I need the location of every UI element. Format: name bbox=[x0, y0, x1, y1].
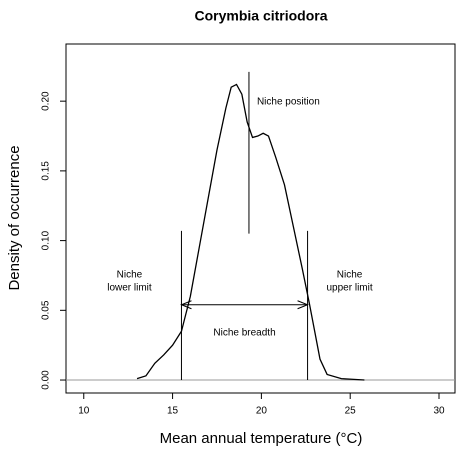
y-tick-label: 0.15 bbox=[41, 161, 52, 181]
x-tick-label: 10 bbox=[78, 406, 90, 417]
plot-frame bbox=[65, 43, 456, 394]
arrow-head bbox=[180, 300, 192, 310]
y-axis-label: Density of occurrence bbox=[6, 145, 23, 290]
x-tick-label: 30 bbox=[433, 406, 445, 417]
chart-title: Corymbia citriodora bbox=[194, 8, 327, 24]
niche-lower-limit-label: lower limit bbox=[107, 282, 152, 293]
x-tick-label: 20 bbox=[256, 406, 268, 417]
x-axis-label: Mean annual temperature (°C) bbox=[160, 430, 363, 447]
niche-lower-limit-label: Niche bbox=[117, 269, 143, 280]
niche-position-label: Niche position bbox=[257, 97, 320, 108]
arrow-head bbox=[297, 300, 309, 310]
y-tick-label: 0.10 bbox=[41, 230, 52, 250]
y-tick-label: 0.00 bbox=[41, 370, 52, 390]
niche-breadth-label: Niche breadth bbox=[213, 327, 275, 338]
y-tick-label: 0.20 bbox=[41, 91, 52, 111]
x-tick-label: 25 bbox=[345, 406, 357, 417]
density-line bbox=[136, 83, 365, 381]
niche-upper-limit-label: Niche bbox=[337, 269, 363, 280]
niche-upper-limit-label: upper limit bbox=[327, 282, 373, 293]
y-tick-label: 0.05 bbox=[41, 300, 52, 320]
x-tick-label: 15 bbox=[167, 406, 179, 417]
